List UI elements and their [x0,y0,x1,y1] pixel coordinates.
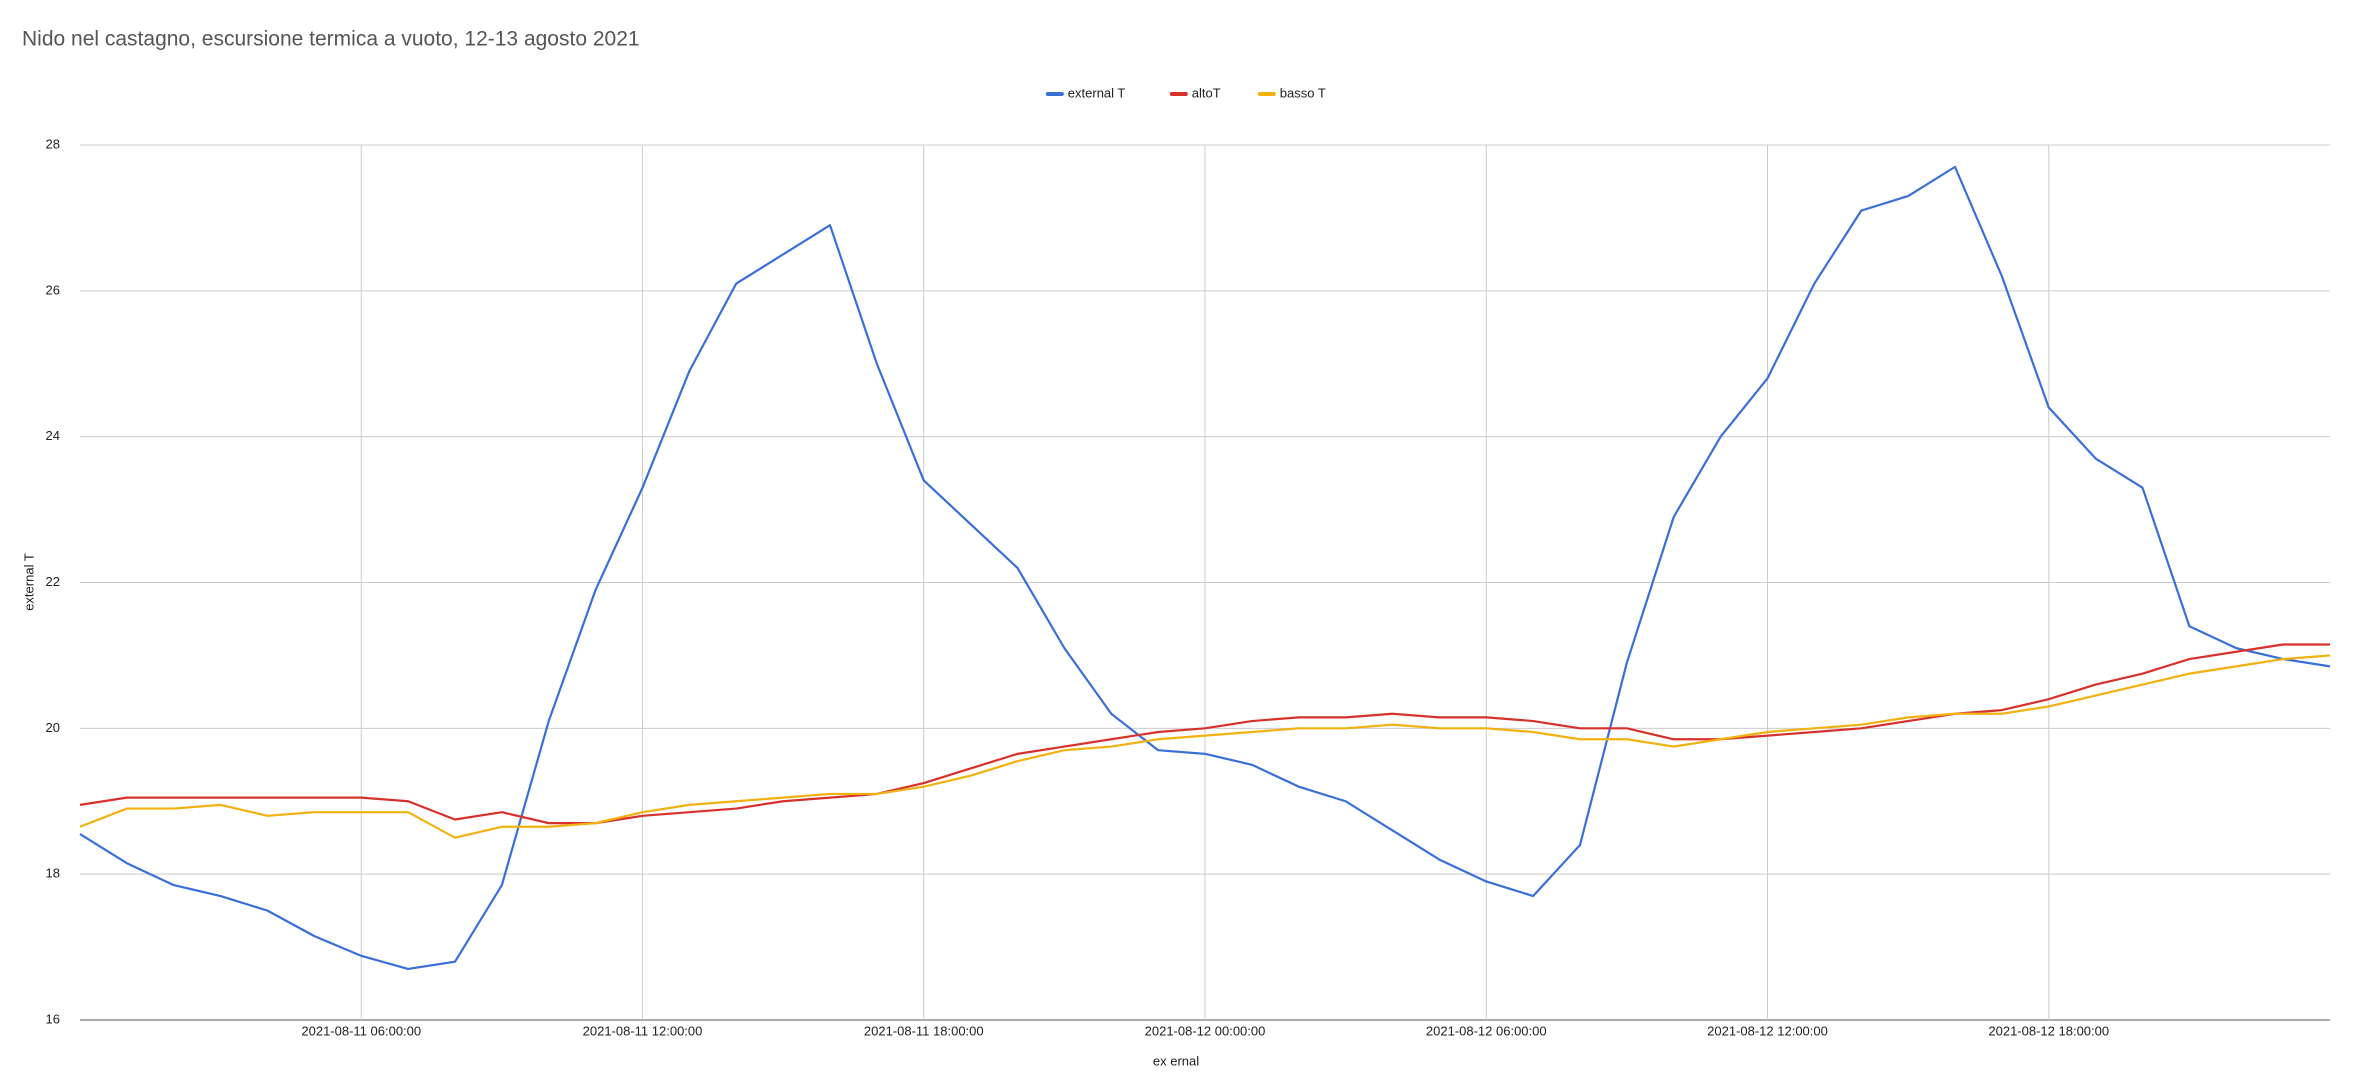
x-tick-label: 2021-08-12 18:00:00 [1988,1023,2109,1038]
y-tick-label: 16 [46,1011,60,1026]
legend-label: basso T [1280,85,1326,100]
y-tick-label: 24 [46,428,60,443]
y-tick-label: 28 [46,136,60,151]
x-tick-label: 2021-08-12 12:00:00 [1707,1023,1828,1038]
y-tick-label: 18 [46,866,60,881]
y-tick-label: 22 [46,574,60,589]
y-tick-label: 20 [46,720,60,735]
x-axis-label: ex ernal [1153,1053,1199,1068]
y-axis-label: external T [21,553,36,611]
x-tick-label: 2021-08-11 18:00:00 [864,1023,984,1038]
legend-label: external T [1068,85,1126,100]
chart-title: Nido nel castagno, escursione termica a … [22,28,640,51]
series-line [79,165,2331,971]
series-line [79,654,2331,839]
x-tick-label: 2021-08-11 12:00:00 [583,1023,703,1038]
x-tick-label: 2021-08-12 00:00:00 [1145,1023,1266,1038]
legend-label: altoT [1192,85,1221,100]
x-tick-label: 2021-08-12 06:00:00 [1426,1023,1547,1038]
x-tick-label: 2021-08-11 06:00:00 [301,1023,421,1038]
y-tick-label: 26 [46,282,60,297]
